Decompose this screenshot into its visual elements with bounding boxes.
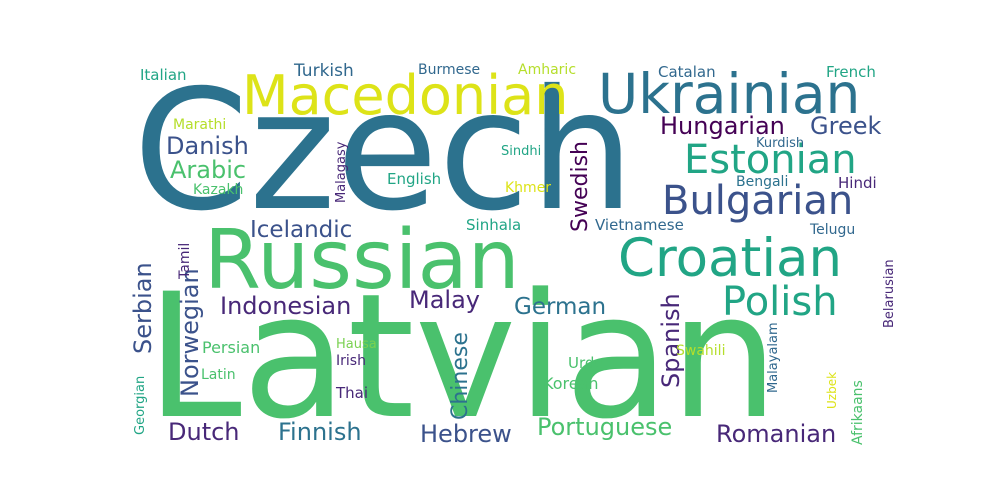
word-ukrainian: Ukrainian — [598, 62, 860, 126]
word-estonian: Estonian — [684, 137, 857, 183]
word-hungarian: Hungarian — [660, 112, 785, 140]
word-macedonian: Macedonian — [242, 64, 568, 127]
word-turkish: Turkish — [293, 61, 354, 81]
word-afrikaans: Afrikaans — [850, 380, 866, 445]
word-bengali: Bengali — [736, 174, 788, 190]
word-burmese: Burmese — [418, 62, 480, 78]
word-catalan: Catalan — [658, 63, 716, 81]
word-korean: Korean — [543, 374, 599, 393]
word-romanian: Romanian — [716, 420, 836, 448]
word-kurdish: Kurdish — [756, 136, 804, 151]
word-english: English — [387, 170, 441, 188]
word-greek: Greek — [810, 112, 881, 140]
word-indonesian: Indonesian — [220, 292, 351, 320]
word-hausa: Hausa — [336, 337, 377, 352]
word-irish: Irish — [336, 353, 366, 369]
word-czech: Czech — [133, 55, 635, 248]
word-russian: Russian — [204, 213, 520, 308]
word-swahili: Swahili — [676, 343, 725, 359]
word-malagasy: Malagasy — [334, 141, 349, 203]
word-dutch: Dutch — [168, 418, 240, 446]
word-malayalam: Malayalam — [766, 322, 781, 393]
word-bulgarian: Bulgarian — [662, 178, 853, 224]
word-italian: Italian — [140, 66, 187, 84]
word-latvian: Latvian — [146, 256, 779, 457]
word-sindhi: Sindhi — [501, 144, 541, 159]
word-kazakh: Kazakh — [193, 182, 243, 198]
word-finnish: Finnish — [278, 418, 362, 446]
word-chinese: Chinese — [448, 332, 473, 420]
word-latin: Latin — [201, 367, 236, 383]
word-portuguese: Portuguese — [537, 413, 672, 441]
word-serbian: Serbian — [129, 262, 157, 354]
word-danish: Danish — [166, 132, 249, 160]
word-croatian: Croatian — [618, 228, 842, 289]
word-swedish: Swedish — [568, 141, 593, 232]
word-thai: Thai — [335, 384, 368, 402]
word-french: French — [826, 63, 876, 81]
word-arabic: Arabic — [170, 156, 246, 184]
word-hebrew: Hebrew — [420, 420, 512, 448]
word-spanish: Spanish — [657, 293, 685, 388]
word-vietnamese: Vietnamese — [595, 216, 684, 234]
word-telugu: Telugu — [809, 222, 855, 238]
word-hindi: Hindi — [838, 174, 877, 192]
word-sinhala: Sinhala — [466, 216, 521, 234]
word-khmer: Khmer — [505, 180, 551, 196]
word-norwegian: Norwegian — [176, 268, 204, 397]
word-marathi: Marathi — [173, 117, 226, 133]
word-icelandic: Icelandic — [250, 217, 352, 243]
word-uzbek: Uzbek — [825, 372, 839, 409]
word-belarusian: Belarusian — [882, 259, 897, 328]
word-polish: Polish — [722, 279, 838, 325]
word-malay: Malay — [409, 286, 480, 314]
word-amharic: Amharic — [518, 62, 576, 78]
word-urdu: Urdu — [568, 354, 604, 372]
word-german: German — [514, 294, 606, 320]
word-georgian: Georgian — [133, 376, 148, 435]
word-persian: Persian — [202, 338, 260, 357]
word-tamil: Tamil — [177, 243, 193, 280]
